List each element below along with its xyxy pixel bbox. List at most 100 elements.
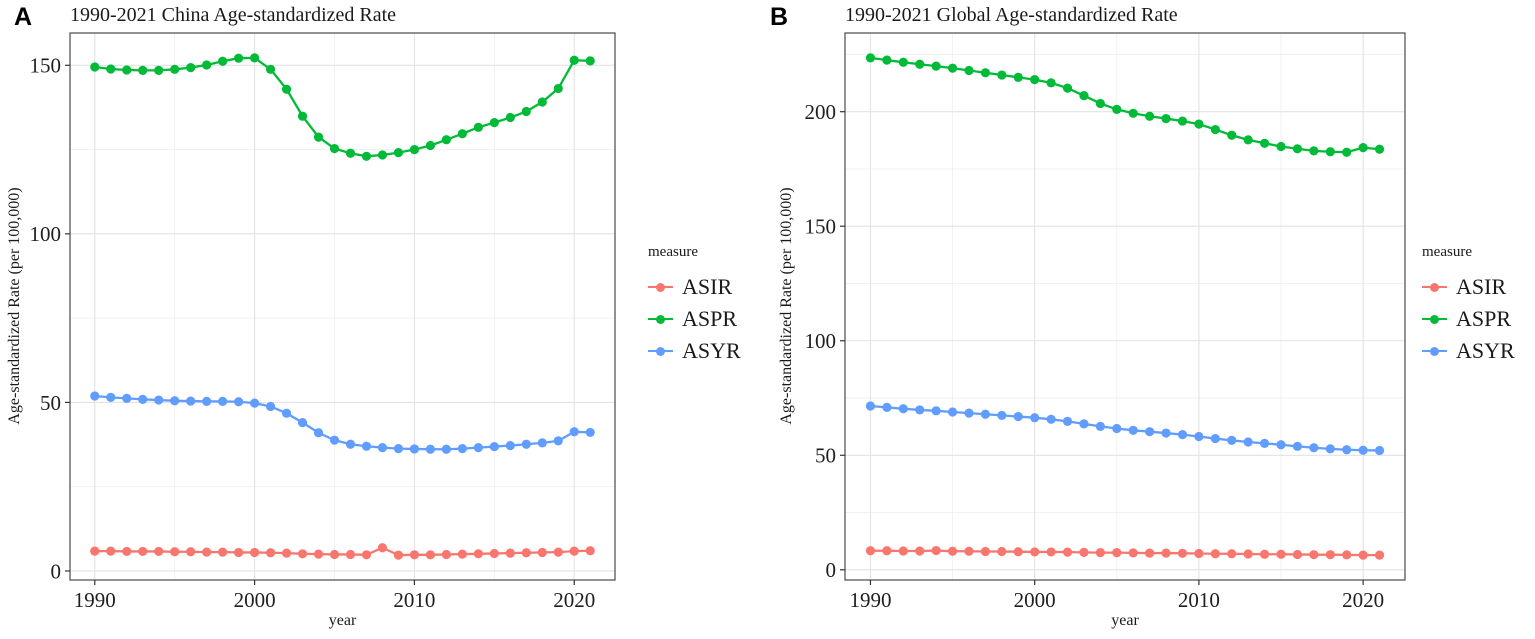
data-point	[425, 550, 436, 560]
data-point	[537, 547, 547, 558]
data-point	[1292, 144, 1303, 154]
data-point	[1194, 431, 1204, 442]
series-asyr	[90, 391, 595, 454]
data-point	[521, 548, 531, 558]
data-point	[1046, 547, 1056, 557]
data-point	[218, 396, 228, 407]
data-point	[1292, 441, 1303, 451]
data-point	[489, 548, 499, 559]
data-point	[170, 64, 180, 74]
legend-label-asir: ASIR	[1456, 274, 1507, 299]
data-point	[553, 436, 563, 446]
data-point	[313, 549, 324, 559]
series-aspr	[865, 53, 1385, 157]
data-point	[1276, 141, 1286, 152]
data-point	[964, 408, 974, 418]
data-point	[964, 65, 974, 76]
legend-label-aspr: ASPR	[682, 306, 738, 331]
data-point	[1030, 413, 1040, 423]
data-point	[345, 439, 356, 449]
data-point	[1210, 433, 1220, 444]
data-point	[1161, 113, 1171, 124]
data-point	[90, 62, 100, 72]
data-point	[186, 396, 196, 406]
panel-border	[844, 32, 1406, 581]
data-point	[505, 440, 515, 451]
legend-item-aspr: ASPR	[648, 303, 741, 335]
data-point	[1177, 430, 1188, 440]
data-point	[249, 547, 260, 558]
data-point	[393, 147, 404, 158]
data-point	[329, 549, 340, 560]
data-point	[234, 53, 244, 63]
panel-a-chart: 0 50 100 150 1990 2000 2010 2020	[30, 32, 616, 612]
data-point	[882, 546, 892, 556]
data-point	[898, 546, 908, 556]
data-point	[457, 549, 467, 559]
data-point	[947, 546, 958, 556]
data-point	[553, 83, 563, 94]
y-tick-label: 0	[51, 559, 62, 583]
data-point	[281, 548, 292, 558]
aspr-line-marker-icon	[1422, 309, 1447, 329]
data-point	[505, 548, 515, 558]
data-point	[281, 84, 292, 94]
data-point	[441, 135, 451, 145]
data-point	[106, 64, 116, 74]
data-point	[1358, 445, 1368, 455]
data-point	[1358, 550, 1368, 560]
data-point	[1259, 549, 1270, 559]
panel-a-title: 1990-2021 China Age-standardized Rate	[70, 4, 397, 26]
data-point	[1128, 108, 1138, 118]
axis-ticks-and-labels: 0 50 100 150 1990 2000 2010 2020	[30, 54, 596, 612]
axis-ticks-and-labels: 0 50 100 150 200 1990 2000 2010 2020	[805, 100, 1385, 612]
data-point	[1161, 428, 1171, 438]
y-tick-label: 0	[826, 558, 837, 582]
legend-title: measure	[648, 244, 698, 260]
data-point	[393, 444, 404, 454]
data-point	[186, 547, 196, 557]
data-point	[489, 117, 499, 128]
data-point	[931, 406, 941, 416]
data-point	[1342, 445, 1352, 455]
data-point	[882, 402, 892, 412]
panel-b-y-axis-title: Age-standardized Rate (per 100,000)	[778, 187, 795, 425]
data-point	[585, 56, 595, 66]
legend-label-asyr: ASYR	[682, 338, 741, 363]
asyr-line-marker-icon	[648, 341, 673, 361]
aspr-line-marker-icon	[648, 309, 673, 329]
data-point	[865, 401, 876, 411]
x-tick-label: 2020	[553, 588, 595, 612]
data-point	[90, 391, 100, 401]
y-tick-label: 150	[805, 215, 837, 239]
data-point	[1095, 548, 1105, 558]
x-tick-label: 1990	[849, 588, 891, 612]
data-point	[425, 444, 436, 454]
panel-b-x-axis-title: year	[1111, 612, 1139, 629]
data-point	[329, 143, 340, 154]
data-point	[931, 545, 941, 556]
legend-label-aspr: ASPR	[1456, 306, 1512, 331]
data-point	[473, 442, 483, 453]
data-point	[90, 546, 100, 556]
data-point	[106, 392, 116, 402]
data-point	[281, 408, 292, 418]
data-point	[1145, 111, 1155, 121]
data-point	[1227, 130, 1237, 140]
data-point	[393, 550, 404, 560]
data-point	[1112, 104, 1122, 115]
y-tick-label: 150	[30, 54, 62, 78]
data-point	[931, 61, 941, 71]
data-point	[409, 444, 420, 454]
asir-line-marker-icon	[1422, 277, 1447, 297]
data-point	[489, 441, 499, 452]
data-point	[265, 548, 276, 558]
data-point	[329, 435, 340, 445]
data-point	[441, 549, 451, 560]
panel-b-chart: 0 50 100 150 200 1990 2000 2010 2020	[805, 32, 1406, 612]
data-point	[1210, 549, 1220, 559]
data-point	[122, 393, 132, 403]
data-point	[537, 97, 547, 107]
data-point	[1112, 548, 1122, 558]
panel-a-legend: measure ASIR ASPR ASYR	[648, 244, 741, 367]
